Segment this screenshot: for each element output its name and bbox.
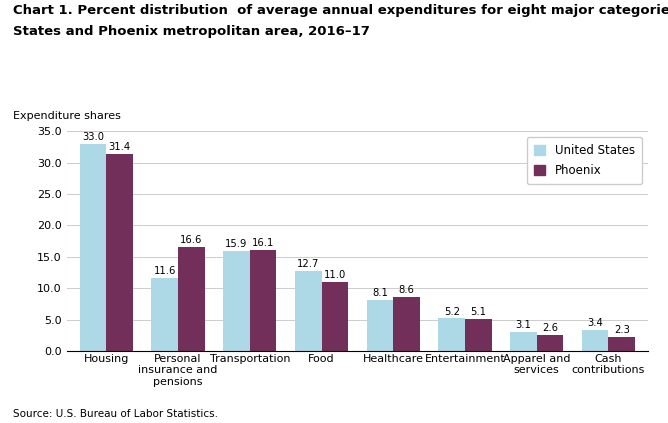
Bar <box>321 282 348 351</box>
Bar <box>223 251 250 351</box>
Bar <box>79 144 106 351</box>
Text: 15.9: 15.9 <box>225 239 248 249</box>
Text: 5.1: 5.1 <box>470 307 486 317</box>
Text: 12.7: 12.7 <box>297 259 319 269</box>
Text: 8.6: 8.6 <box>399 285 414 295</box>
Bar <box>106 154 133 351</box>
Text: Chart 1. Percent distribution  of average annual expenditures for eight major ca: Chart 1. Percent distribution of average… <box>13 4 668 17</box>
Text: 3.1: 3.1 <box>516 320 532 330</box>
Text: 16.6: 16.6 <box>180 235 202 245</box>
Bar <box>582 330 609 351</box>
Text: 33.0: 33.0 <box>82 132 104 142</box>
Text: 11.0: 11.0 <box>324 270 346 280</box>
Text: 31.4: 31.4 <box>108 142 131 152</box>
Text: Source: U.S. Bureau of Labor Statistics.: Source: U.S. Bureau of Labor Statistics. <box>13 409 218 419</box>
Text: 16.1: 16.1 <box>252 238 275 248</box>
Bar <box>250 250 277 351</box>
Bar <box>367 300 393 351</box>
Bar <box>295 271 321 351</box>
Text: Expenditure shares: Expenditure shares <box>13 110 121 121</box>
Text: States and Phoenix metropolitan area, 2016–17: States and Phoenix metropolitan area, 20… <box>13 25 370 38</box>
Bar <box>465 319 492 351</box>
Text: 3.4: 3.4 <box>587 318 603 328</box>
Text: 8.1: 8.1 <box>372 288 388 298</box>
Text: 2.6: 2.6 <box>542 323 558 333</box>
Bar <box>510 332 537 351</box>
Text: 2.3: 2.3 <box>614 325 630 335</box>
Legend: United States, Phoenix: United States, Phoenix <box>526 137 642 184</box>
Text: 5.2: 5.2 <box>444 307 460 316</box>
Bar <box>393 297 420 351</box>
Bar <box>438 319 465 351</box>
Bar <box>609 337 635 351</box>
Bar <box>152 278 178 351</box>
Bar <box>537 335 563 351</box>
Text: 11.6: 11.6 <box>154 266 176 276</box>
Bar <box>178 247 204 351</box>
